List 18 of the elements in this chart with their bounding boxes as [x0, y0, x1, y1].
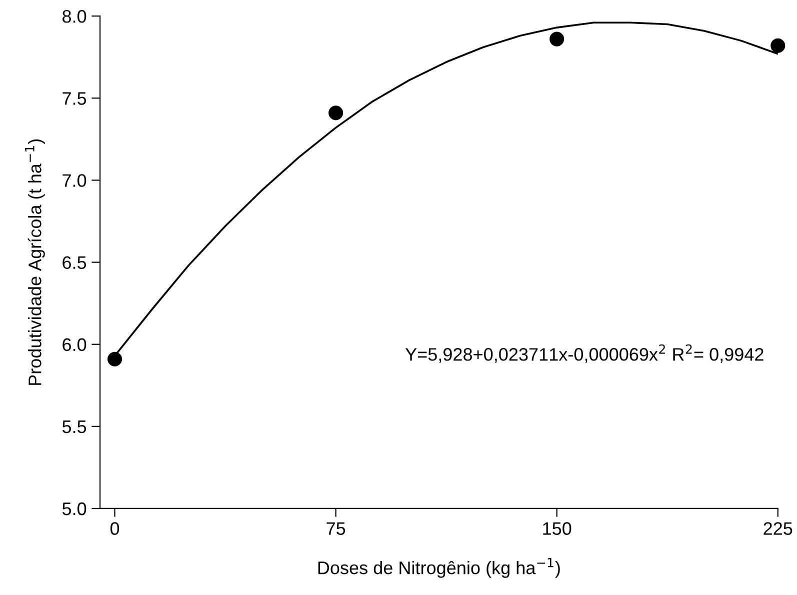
y-tick-label: 6.5 [62, 256, 86, 269]
point [770, 38, 786, 53]
y-tick-label: 7.0 [62, 174, 86, 187]
y-axis-title: Produtividade Agrícola (t ha$^{−1}$) [25, 139, 45, 385]
y-tick-label: 5.5 [62, 420, 86, 434]
x-tick-label: 75 [326, 522, 346, 535]
x-tick-label: 225 [764, 522, 792, 535]
point [107, 352, 122, 366]
y-tick-label: 7.5 [62, 92, 86, 105]
x-tick-label: 150 [543, 522, 572, 535]
x-axis-title: Doses de Nitrogênio (kg ha$^{−1}$) [318, 558, 560, 578]
annotation: Y=5,928+0,023711x-0,000069x$^{2}$ R$^{2}$= 0,9942 [405, 344, 764, 363]
point [550, 32, 564, 46]
point [328, 106, 344, 120]
x-tick-label: 0 [110, 522, 120, 535]
y-tick-label: 6.0 [62, 338, 86, 352]
y-tick-label: 8.0 [62, 10, 86, 23]
y-tick-label: 5.0 [62, 502, 86, 516]
